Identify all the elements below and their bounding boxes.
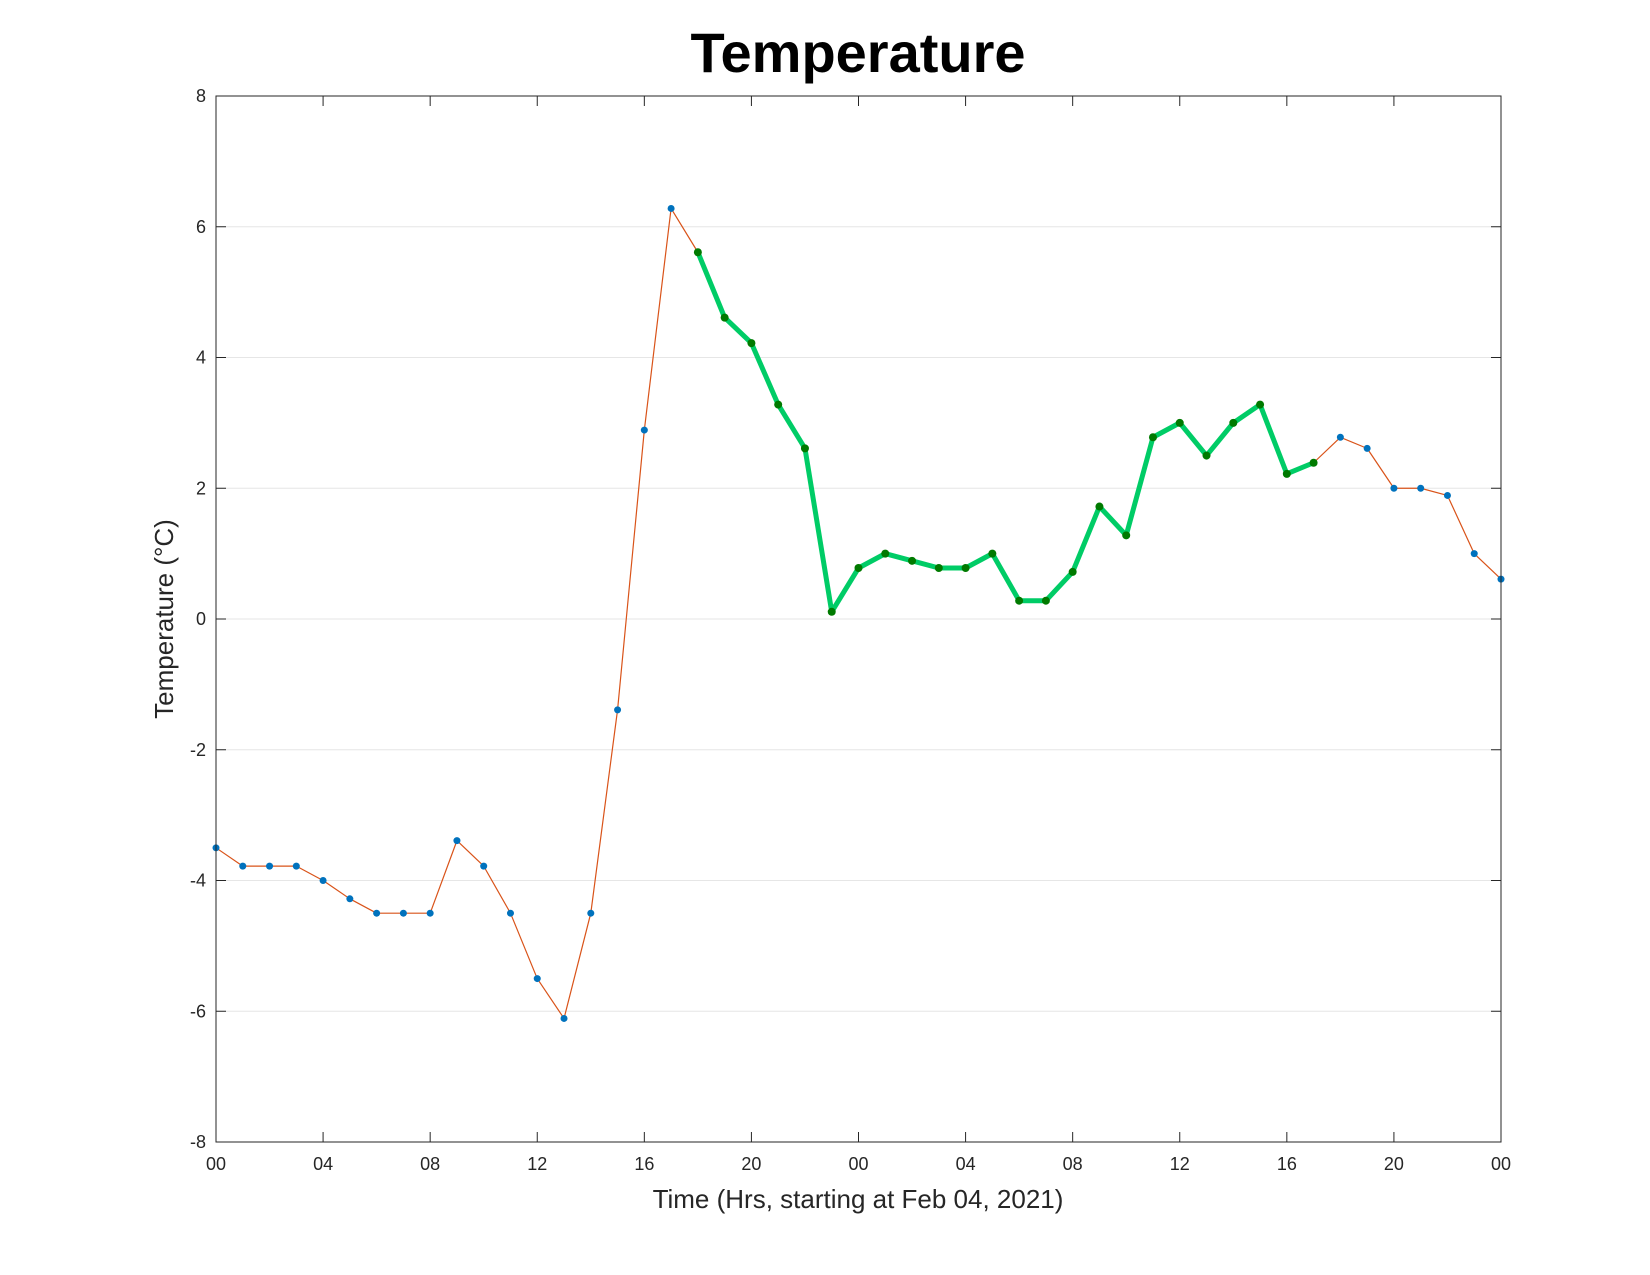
- series-1-point: [346, 895, 353, 902]
- series-2-point: [1122, 531, 1130, 539]
- x-tick-label: 00: [848, 1154, 868, 1174]
- x-tick-label: 12: [1170, 1154, 1190, 1174]
- series-2-point: [801, 444, 809, 452]
- series-1-point: [239, 863, 246, 870]
- series-1-point: [561, 1015, 568, 1022]
- series-2-point: [855, 564, 863, 572]
- y-tick-label: 2: [196, 478, 206, 498]
- y-tick-label: 6: [196, 217, 206, 237]
- series-1-point: [320, 877, 327, 884]
- y-axis-label: Temperature (°C): [149, 519, 179, 719]
- series-1-point: [427, 910, 434, 917]
- series-2-point: [1015, 597, 1023, 605]
- y-tick-label: 4: [196, 348, 206, 368]
- y-tick-label: 8: [196, 86, 206, 106]
- series-2-point: [1042, 597, 1050, 605]
- series-line-2: [698, 252, 1314, 612]
- x-tick-label: 00: [206, 1154, 226, 1174]
- x-tick-label: 04: [956, 1154, 976, 1174]
- series-1-point: [587, 910, 594, 917]
- series-1-point: [1390, 485, 1397, 492]
- x-tick-label: 08: [1063, 1154, 1083, 1174]
- series-2-point: [747, 339, 755, 347]
- series-1-point: [534, 975, 541, 982]
- series-2-point: [694, 248, 702, 256]
- series-1-point: [668, 205, 675, 212]
- y-tick-label: -2: [190, 740, 206, 760]
- series-1-point: [614, 706, 621, 713]
- x-tick-label: 20: [1384, 1154, 1404, 1174]
- series-2-point: [1149, 433, 1157, 441]
- series-2-point: [1176, 419, 1184, 427]
- y-tick-label: -4: [190, 871, 206, 891]
- series-1-point: [453, 837, 460, 844]
- series-1-point: [266, 863, 273, 870]
- series-2-point: [774, 401, 782, 409]
- series-1-point: [1337, 434, 1344, 441]
- x-tick-label: 16: [634, 1154, 654, 1174]
- series-1-point: [480, 863, 487, 870]
- chart-title: Temperature: [690, 21, 1025, 84]
- series-2-point: [962, 564, 970, 572]
- series-2-point: [1069, 568, 1077, 576]
- series-2-point: [1310, 459, 1318, 467]
- series-1-point: [507, 910, 514, 917]
- series-2-point: [908, 557, 916, 565]
- series-2-point: [1229, 419, 1237, 427]
- series-1-point: [1471, 550, 1478, 557]
- series-layer: [213, 205, 1505, 1022]
- series-1-point: [293, 863, 300, 870]
- series-1-point: [373, 910, 380, 917]
- series-2-point: [988, 550, 996, 558]
- series-2-point: [935, 564, 943, 572]
- series-1-point: [1364, 445, 1371, 452]
- series-2-point: [1256, 401, 1264, 409]
- series-1-point: [1417, 485, 1424, 492]
- series-2-point: [1283, 470, 1291, 478]
- grid-lines: [216, 227, 1501, 1012]
- series-1-point: [641, 427, 648, 434]
- y-tick-label: -8: [190, 1132, 206, 1152]
- series-2-point: [1203, 452, 1211, 460]
- x-tick-label: 04: [313, 1154, 333, 1174]
- y-tick-label: 0: [196, 609, 206, 629]
- x-tick-label: 16: [1277, 1154, 1297, 1174]
- series-2-point: [828, 608, 836, 616]
- x-tick-label: 12: [527, 1154, 547, 1174]
- series-1-point: [400, 910, 407, 917]
- x-tick-label: 00: [1491, 1154, 1511, 1174]
- x-axis-label: Time (Hrs, starting at Feb 04, 2021): [653, 1184, 1064, 1214]
- series-1-point: [1444, 492, 1451, 499]
- x-tick-label: 08: [420, 1154, 440, 1174]
- series-2-point: [721, 314, 729, 322]
- series-2-point: [1095, 503, 1103, 511]
- series-line-1: [216, 208, 1501, 1018]
- x-tick-label: 20: [741, 1154, 761, 1174]
- series-2-point: [881, 550, 889, 558]
- y-tick-label: -6: [190, 1001, 206, 1021]
